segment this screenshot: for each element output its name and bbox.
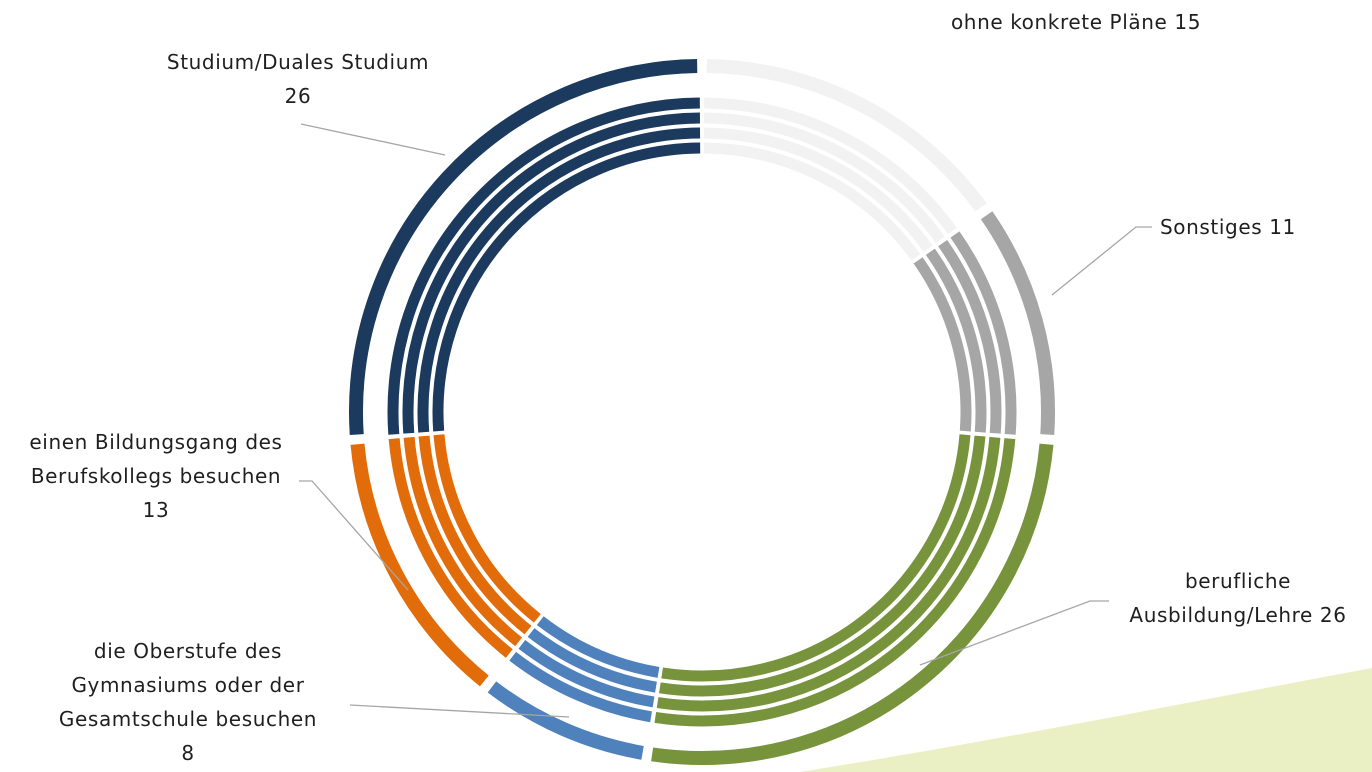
data-label-ausbildung-line-1: berufliche [1185, 569, 1291, 593]
ring-5-segment-oberstufe [487, 681, 644, 760]
ring-3-segment-ausbildung [656, 436, 1001, 712]
ring-1-segment-oberstufe [536, 616, 660, 678]
leader-line-2 [1051, 226, 1152, 296]
ring-3-segment-ohne [704, 112, 945, 244]
data-label-ausbildung-line-2: Ausbildung/Lehre 26 [1129, 603, 1346, 627]
ring-1-segment-ohne [703, 142, 921, 261]
data-label-oberstufe-line-1: die Oberstufe des [94, 639, 282, 663]
ring-5-segment-studium [349, 59, 698, 436]
ring-1-segment-studium [432, 142, 701, 432]
ring-4-segment-ausbildung [654, 438, 1016, 727]
data-label-studium-line-1: Studium/Duales Studium [167, 50, 429, 74]
ring-2-segment-berufskolleg [418, 435, 532, 635]
data-label-oberstufe-line-3: Gesamtschule besuchen [59, 707, 317, 731]
leader-line-4 [919, 600, 1109, 666]
data-label-oberstufe-line-4: 8 [181, 741, 194, 765]
ring-2-segment-ohne [703, 127, 933, 252]
ring-5-segment-ausbildung [651, 443, 1054, 765]
data-label-berufskolleg-line-3: 13 [143, 498, 170, 522]
data-label-oberstufe-line-2: Gymnasiums oder der [71, 673, 304, 697]
ring-1-segment-sonstiges [913, 257, 972, 432]
ring-5-segment-ohne [706, 59, 987, 212]
leader-line-5 [349, 704, 570, 718]
ring-1-segment-berufskolleg [433, 434, 541, 623]
ring-3-segment-studium [402, 112, 700, 434]
ring-3-segment-berufskolleg [403, 436, 523, 647]
ring-4-segment-oberstufe [509, 651, 652, 723]
background-swoosh [800, 668, 1372, 772]
ring-4-segment-studium [387, 97, 700, 435]
ring-5-segment-sonstiges [980, 211, 1055, 436]
ring-2-segment-sonstiges [925, 248, 987, 433]
ring-2-segment-oberstufe [527, 628, 657, 693]
leader-line-3 [299, 480, 409, 591]
ring-5-segment-berufskolleg [350, 443, 489, 687]
data-label-berufskolleg-line-2: Berufskollegs besuchen [31, 464, 281, 488]
ring-4-segment-berufskolleg [388, 438, 513, 658]
data-label-ohne-line-1: ohne konkrete Pläne 15 [951, 10, 1201, 34]
ring-4-segment-sonstiges [950, 231, 1017, 435]
data-label-sonstiges-line-1: Sonstiges 11 [1160, 215, 1296, 239]
ring-1-segment-ausbildung [661, 434, 971, 682]
leader-line-1 [300, 123, 446, 156]
ring-3-segment-sonstiges [938, 239, 1002, 434]
ring-2-segment-studium [417, 127, 701, 433]
ring-2-segment-ausbildung [659, 435, 986, 697]
data-label-berufskolleg-line-1: einen Bildungsgang des [29, 430, 282, 454]
ring-4-segment-ohne [704, 97, 957, 235]
ring-3-segment-oberstufe [518, 640, 655, 708]
data-label-studium-line-2: 26 [285, 84, 312, 108]
